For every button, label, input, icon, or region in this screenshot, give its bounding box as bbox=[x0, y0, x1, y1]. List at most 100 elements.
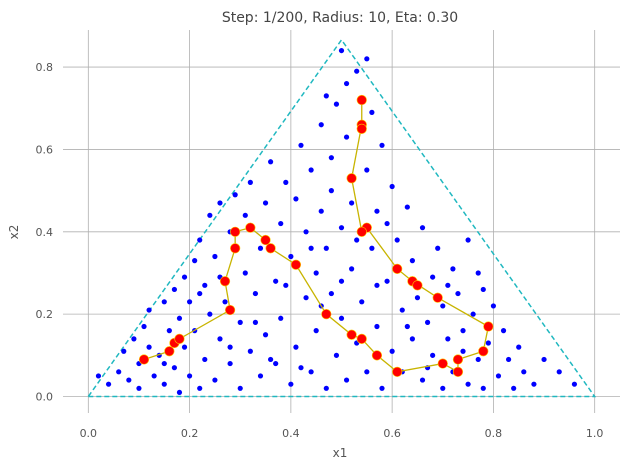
trajectory-node bbox=[356, 123, 367, 134]
sample-point bbox=[495, 373, 502, 379]
sample-point bbox=[181, 274, 188, 280]
sample-point bbox=[480, 385, 486, 391]
sample-point bbox=[121, 348, 127, 354]
sample-point bbox=[186, 373, 193, 379]
sample-point bbox=[338, 225, 345, 231]
sample-point bbox=[369, 245, 375, 251]
sample-point bbox=[475, 270, 481, 276]
sample-point bbox=[227, 344, 233, 350]
sample-point bbox=[273, 360, 279, 367]
sample-point bbox=[521, 369, 527, 375]
x-tick-label: 0.2 bbox=[181, 427, 199, 440]
trajectory-node bbox=[346, 329, 357, 340]
sample-point bbox=[571, 381, 578, 387]
trajectory-nodes bbox=[138, 94, 494, 377]
sample-point bbox=[389, 348, 395, 354]
sample-point bbox=[445, 336, 451, 342]
sample-point bbox=[202, 282, 208, 288]
sample-point bbox=[237, 385, 243, 391]
sample-point bbox=[349, 266, 355, 272]
y-tick-label: 0.8 bbox=[36, 61, 54, 74]
sample-point bbox=[293, 344, 299, 350]
sample-point bbox=[333, 352, 340, 358]
sample-point bbox=[176, 389, 183, 396]
sample-point bbox=[126, 377, 132, 383]
sample-point bbox=[384, 220, 390, 227]
sample-point bbox=[445, 282, 451, 288]
sample-point bbox=[333, 101, 340, 107]
sample-point bbox=[359, 299, 365, 305]
sample-point bbox=[318, 208, 324, 214]
sample-point bbox=[430, 274, 436, 280]
sample-point bbox=[440, 303, 446, 309]
sample-point bbox=[207, 311, 213, 317]
sample-point bbox=[207, 212, 213, 218]
trajectory-node bbox=[260, 234, 271, 246]
sample-point bbox=[419, 377, 426, 383]
y-tick-labels: 0.0 0.2 0.4 0.6 0.8 bbox=[36, 61, 54, 403]
sample-point bbox=[470, 311, 476, 317]
sample-point bbox=[161, 299, 167, 305]
sample-point bbox=[273, 278, 279, 284]
sample-point bbox=[465, 381, 471, 387]
sample-point bbox=[460, 328, 466, 334]
sample-point bbox=[116, 369, 122, 375]
sample-point bbox=[323, 385, 329, 391]
sample-point bbox=[257, 245, 264, 251]
sample-point bbox=[95, 373, 102, 379]
sample-point bbox=[419, 225, 426, 231]
sample-point bbox=[262, 200, 269, 206]
sample-point bbox=[379, 385, 385, 391]
sample-point bbox=[440, 385, 446, 391]
sample-point bbox=[374, 323, 380, 330]
x-tick-label: 0.6 bbox=[383, 427, 401, 440]
sample-point bbox=[161, 381, 167, 387]
trajectory-node bbox=[225, 304, 236, 316]
sample-point bbox=[283, 282, 289, 288]
y-tick-label: 0.6 bbox=[36, 143, 54, 156]
sample-point bbox=[298, 365, 304, 371]
sample-point bbox=[278, 315, 284, 321]
sample-point bbox=[323, 93, 329, 99]
sample-point bbox=[343, 377, 350, 383]
sample-point bbox=[171, 286, 177, 293]
trajectory-node bbox=[452, 354, 464, 365]
sample-point bbox=[141, 323, 147, 330]
sample-point bbox=[404, 204, 410, 210]
sample-point bbox=[541, 356, 547, 363]
trajectory-node bbox=[230, 226, 241, 237]
sample-point bbox=[500, 328, 507, 334]
x-tick-label: 0.8 bbox=[485, 427, 503, 440]
sample-point bbox=[328, 155, 334, 161]
trajectory-path bbox=[143, 100, 490, 373]
x-tick-label: 0.0 bbox=[80, 427, 98, 440]
sample-point bbox=[197, 385, 203, 391]
sample-point bbox=[268, 356, 274, 363]
sample-point bbox=[343, 134, 350, 140]
trajectory-node bbox=[356, 226, 367, 237]
trajectory-node bbox=[321, 309, 332, 320]
chart-title: Step: 1/200, Radius: 10, Eta: 0.30 bbox=[222, 10, 458, 26]
sample-point bbox=[328, 188, 334, 194]
sample-point bbox=[556, 369, 562, 375]
sample-point bbox=[252, 319, 259, 325]
sample-point bbox=[364, 56, 370, 62]
trajectory-node bbox=[356, 94, 367, 106]
trajectory-node bbox=[412, 280, 423, 291]
sample-point bbox=[105, 381, 112, 387]
trajectory-node bbox=[230, 243, 241, 254]
sample-point bbox=[146, 307, 152, 313]
sample-point bbox=[212, 253, 218, 260]
sample-point bbox=[212, 377, 218, 383]
x-axis-label: x1 bbox=[333, 446, 348, 460]
trajectory-node bbox=[265, 243, 276, 254]
sample-point bbox=[384, 278, 390, 284]
trajectory-node bbox=[164, 346, 175, 357]
sample-point bbox=[435, 245, 441, 251]
sample-point bbox=[247, 348, 253, 354]
sample-point bbox=[343, 80, 350, 87]
trajectory-node bbox=[478, 346, 489, 357]
trajectory-node bbox=[392, 263, 403, 274]
trajectory-node bbox=[483, 321, 494, 332]
